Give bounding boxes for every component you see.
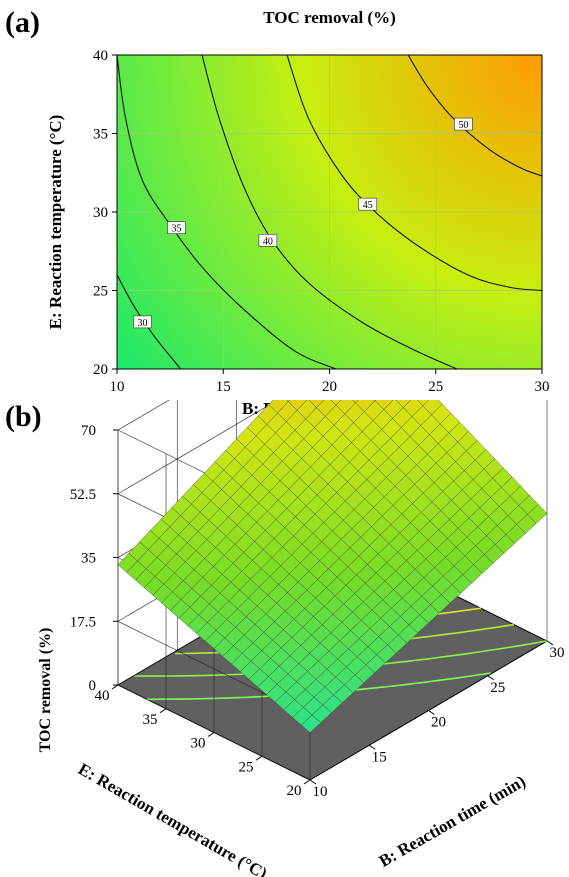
y-tick-label: 30 bbox=[93, 205, 108, 221]
b-tick-label: 20 bbox=[431, 715, 446, 731]
x-tick-label: 30 bbox=[535, 379, 550, 395]
z-tick-label: 35 bbox=[81, 551, 96, 567]
contour-label: 45 bbox=[363, 200, 373, 211]
contour-line-50 bbox=[407, 55, 542, 177]
surface-y-axis-title: E: Reaction temperature (°C) bbox=[75, 759, 270, 877]
b-tick bbox=[309, 779, 317, 785]
surface-cell bbox=[286, 400, 291, 402]
b-tick-label: 10 bbox=[313, 784, 328, 800]
contour-label: 35 bbox=[172, 224, 182, 235]
contour-line-40 bbox=[201, 55, 458, 369]
b-tick bbox=[428, 710, 435, 715]
x-tick-label: 10 bbox=[110, 379, 125, 395]
contour-label: 30 bbox=[138, 318, 148, 329]
b-tick bbox=[546, 640, 554, 646]
e-tick bbox=[255, 755, 263, 761]
contour-title: TOC removal (%) bbox=[263, 8, 396, 27]
contour-label-box bbox=[133, 315, 152, 329]
x-tick-label: 20 bbox=[322, 379, 337, 395]
x-tick-label: 25 bbox=[428, 379, 443, 395]
e-tick bbox=[207, 732, 215, 737]
e-tick bbox=[111, 684, 119, 690]
e-tick-label: 35 bbox=[143, 712, 158, 728]
z-tick-label: 52.5 bbox=[70, 487, 96, 503]
b-tick-label: 25 bbox=[490, 680, 505, 696]
contour-label-box bbox=[167, 221, 186, 234]
y-tick-label: 40 bbox=[93, 48, 108, 64]
y-tick-label: 25 bbox=[93, 284, 108, 300]
contour-label-box bbox=[258, 233, 278, 247]
z-tick-label: 17.5 bbox=[70, 614, 96, 630]
e-tick-label: 20 bbox=[287, 783, 302, 799]
contour-label-box bbox=[454, 117, 473, 131]
surface-cell bbox=[416, 400, 429, 407]
e-tick-label: 30 bbox=[191, 736, 206, 752]
e-tick-label: 40 bbox=[95, 688, 110, 704]
panel-b-label: (b) bbox=[5, 400, 42, 433]
e-tick-label: 25 bbox=[239, 759, 254, 775]
contour-line-35 bbox=[117, 55, 337, 369]
e-tick bbox=[159, 708, 167, 714]
b-tick bbox=[368, 744, 376, 750]
surface-cell bbox=[352, 400, 359, 404]
contour-plot: 10 15 20 25 30 20 25 30 35 40 30 35 40 45 50 bbox=[93, 48, 550, 395]
contour-label-box bbox=[358, 197, 378, 211]
contour-label: 50 bbox=[458, 120, 468, 131]
surface-x-axis-title: B: Reaction time (min) bbox=[376, 772, 529, 871]
contour-line-45 bbox=[286, 55, 542, 292]
surface-z-axis-title: TOC removal (%) bbox=[37, 628, 54, 753]
b-tick-label: 15 bbox=[372, 749, 387, 765]
b-tick bbox=[487, 675, 495, 681]
y-tick-label: 20 bbox=[93, 362, 108, 378]
x-tick-label: 15 bbox=[216, 379, 231, 395]
b-tick-label: 30 bbox=[550, 645, 565, 661]
surface-cell bbox=[301, 714, 322, 733]
surface-cell bbox=[330, 400, 342, 406]
panel-a-label: (a) bbox=[5, 6, 40, 39]
z-tick-label: 0 bbox=[89, 678, 97, 694]
contour-label: 40 bbox=[263, 236, 273, 247]
e-tick bbox=[303, 779, 311, 785]
surface-plot: 0 17.5 35 52.5 70 20 25 30 35 40 10 15 20 25 30 TOC re… bbox=[37, 400, 565, 877]
y-tick-label: 35 bbox=[93, 127, 108, 143]
z-tick-label: 70 bbox=[81, 423, 96, 439]
